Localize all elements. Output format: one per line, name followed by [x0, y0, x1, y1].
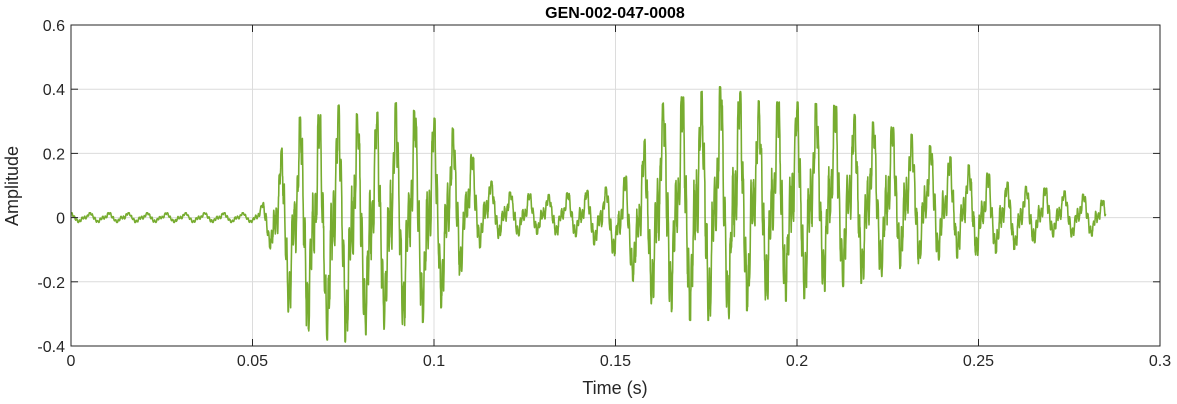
- chart-title: GEN-002-047-0008: [545, 5, 685, 22]
- y-tick-label: -0.4: [37, 339, 65, 356]
- x-tick-labels: 0 0.05 0.1 0.15 0.2 0.25 0.3: [67, 353, 1172, 370]
- x-tick-label: 0.15: [600, 353, 631, 370]
- y-tick-label: 0.6: [43, 18, 65, 35]
- x-tick-label: 0.3: [1149, 353, 1171, 370]
- waveform-series-line: [70, 85, 1107, 343]
- x-tick-label: 0.25: [963, 353, 994, 370]
- y-tick-label: -0.2: [37, 275, 65, 292]
- tick-marks: [70, 24, 1161, 347]
- x-tick-label: 0.05: [237, 353, 268, 370]
- x-axis-label: Time (s): [582, 378, 647, 398]
- series-layer: [70, 85, 1107, 343]
- x-tick-label: 0: [67, 353, 76, 370]
- x-tick-label: 0.2: [786, 353, 808, 370]
- y-tick-labels: -0.4 -0.2 0 0.2 0.4 0.6: [37, 18, 65, 356]
- x-tick-label: 0.1: [423, 353, 445, 370]
- y-tick-label: 0: [56, 211, 65, 228]
- y-tick-label: 0.2: [43, 146, 65, 163]
- y-tick-label: 0.4: [43, 82, 65, 99]
- y-axis-label: Amplitude: [2, 146, 22, 226]
